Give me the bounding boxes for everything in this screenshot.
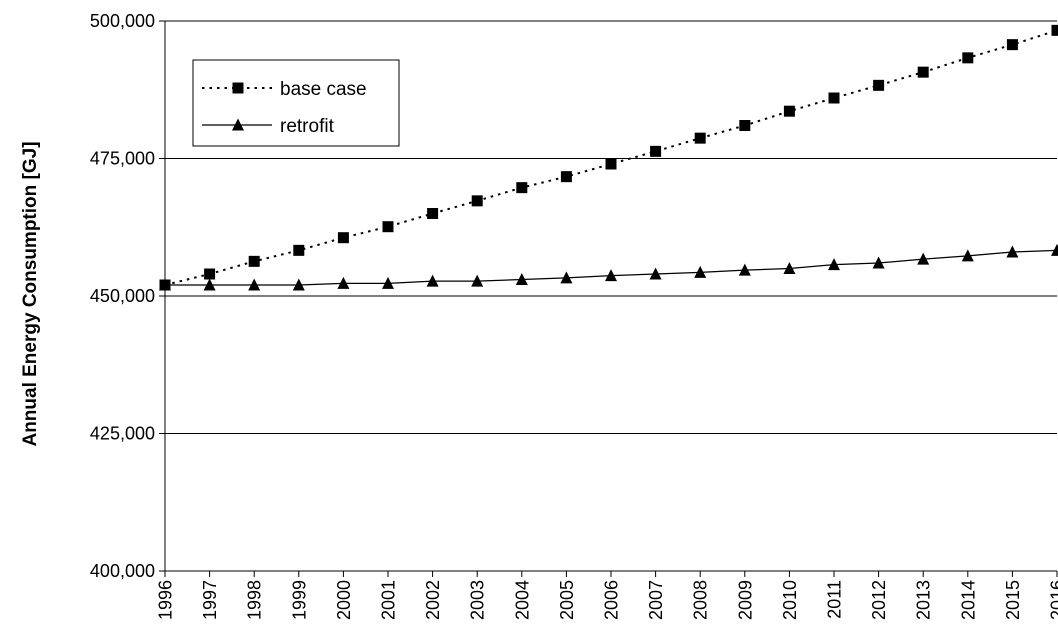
data-point-base-case	[739, 120, 751, 131]
y-axis-title: Annual Energy Consumption [GJ]	[20, 141, 41, 446]
data-point-retrofit	[872, 256, 885, 269]
data-point-retrofit	[248, 278, 261, 291]
x-tick-label: 1996	[156, 580, 176, 620]
data-point-base-case	[783, 105, 795, 117]
x-tick-label: 2007	[646, 580, 666, 620]
data-point-retrofit	[426, 274, 439, 287]
x-tick-label: 2016	[1048, 580, 1058, 620]
data-point-retrofit	[471, 274, 484, 287]
x-tick-label: 2006	[602, 580, 622, 620]
data-point-base-case	[248, 255, 260, 267]
data-point-retrofit	[783, 262, 796, 274]
data-point-base-case	[605, 158, 617, 170]
data-point-retrofit	[961, 249, 974, 262]
data-point-base-case	[1051, 24, 1058, 36]
x-tick-label: 2015	[1003, 580, 1023, 620]
legend-marker-shape	[232, 118, 244, 131]
data-point-base-case	[471, 195, 483, 207]
x-tick-label: 2005	[557, 580, 577, 620]
x-tick-label: 2004	[512, 580, 532, 620]
legend-marker-base-case	[232, 82, 244, 94]
y-tick-label: 425,000	[90, 424, 155, 444]
data-point-base-case	[382, 221, 394, 233]
data-point-retrofit	[382, 276, 394, 289]
x-tick-label: 2002	[423, 580, 443, 620]
data-point-base-case	[560, 171, 572, 183]
data-point-retrofit	[292, 278, 305, 291]
data-point-retrofit	[1051, 243, 1058, 256]
legend-marker-retrofit	[232, 118, 244, 131]
x-tick-label: 2009	[735, 580, 755, 620]
data-point-base-case	[828, 92, 840, 104]
data-point-retrofit	[917, 252, 930, 265]
y-tick-label: 475,000	[90, 149, 155, 169]
series-layer	[159, 24, 1058, 291]
data-point-base-case	[427, 208, 439, 219]
legend-box	[192, 59, 400, 147]
legend: base case retrofit	[192, 59, 400, 147]
data-point-base-case	[204, 268, 216, 280]
data-point-retrofit	[337, 276, 350, 289]
x-tick-label: 2013	[914, 580, 934, 620]
y-axis-ticks: 400,000 425,000 450,000 475,000 500,000	[90, 11, 165, 581]
data-point-retrofit	[605, 269, 617, 282]
x-tick-label: 2001	[379, 580, 399, 620]
data-point-base-case	[293, 244, 305, 256]
x-tick-label: 2012	[869, 580, 889, 620]
x-tick-label: 2003	[468, 580, 488, 620]
y-tick-label: 400,000	[90, 561, 155, 581]
data-point-retrofit	[828, 258, 840, 271]
data-point-retrofit	[694, 265, 707, 278]
data-point-retrofit	[649, 267, 662, 280]
data-point-retrofit	[515, 273, 528, 285]
y-tick-label: 450,000	[90, 286, 155, 306]
x-axis-ticks: 1996 1997 1998 1999 2000 2001 2002 2003 2004 2005…	[156, 571, 1058, 620]
y-tick-label: 500,000	[90, 11, 155, 31]
data-point-base-case	[873, 79, 885, 91]
x-tick-label: 1999	[289, 580, 309, 620]
data-point-base-case	[917, 66, 929, 78]
data-point-retrofit	[1006, 245, 1019, 258]
x-tick-label: 1997	[200, 580, 220, 620]
x-tick-label: 2000	[334, 580, 354, 620]
data-point-base-case	[516, 182, 528, 194]
legend-label-base-case: base case	[280, 79, 367, 100]
legend-label-retrofit: retrofit	[280, 116, 335, 137]
data-point-base-case	[650, 145, 662, 157]
x-tick-label: 2010	[780, 580, 800, 620]
x-tick-label: 2011	[825, 580, 845, 619]
data-point-base-case	[962, 52, 974, 64]
data-point-base-case	[694, 132, 706, 144]
data-point-retrofit	[560, 271, 573, 284]
data-point-retrofit	[203, 278, 216, 291]
data-point-base-case	[337, 232, 349, 244]
data-point-retrofit	[738, 263, 751, 276]
legend-marker-shape	[232, 82, 244, 94]
x-tick-label: 2014	[958, 580, 978, 620]
x-tick-label: 1998	[245, 580, 265, 620]
x-tick-label: 2008	[691, 580, 711, 620]
data-point-retrofit	[159, 278, 171, 291]
data-point-base-case	[1006, 39, 1018, 51]
